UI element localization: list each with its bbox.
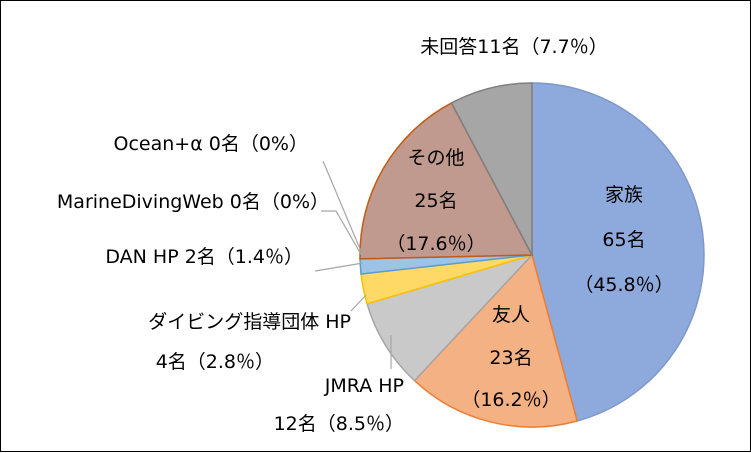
data-label-ocean: Ocean+α 0名（0%） [114, 133, 309, 155]
data-label-diving_org: 4名（2.8％） [156, 351, 274, 373]
data-label-no_answer: 未回答11名（7.7％） [420, 36, 607, 58]
pie-slice-friend [413, 253, 579, 428]
data-label-other: （17.6％） [386, 233, 485, 255]
data-label-jmra: 12名（8.5％） [274, 413, 404, 435]
data-label-other: 25名 [414, 190, 457, 212]
pie-slice-family [531, 82, 705, 422]
data-label-family: 65名 [602, 229, 645, 251]
data-label-dan: DAN HP 2名（1.4％） [105, 246, 303, 268]
data-label-other: その他 [407, 147, 464, 169]
data-label-jmra: JMRA HP [324, 375, 404, 397]
pie-slice-other [359, 101, 534, 260]
data-label-friend: 友人 [492, 304, 530, 326]
leader-line-dan [314, 262, 364, 272]
data-label-diving_org: ダイビング指導団体 HP [148, 311, 351, 333]
data-label-family: 家族 [605, 184, 643, 206]
data-label-friend: （16.2％） [461, 389, 560, 411]
data-label-marine_web: MarineDivingWeb 0名（0%） [57, 191, 329, 213]
data-label-friend: 23名 [489, 347, 532, 369]
leader-line-diving_org [350, 294, 367, 312]
leader-line-ocean [322, 160, 364, 257]
leader-line-marine_web [321, 210, 363, 257]
data-label-family: （45.8％） [574, 274, 673, 296]
pie-slice-no_answer [450, 82, 533, 256]
pie-slice-jmra [366, 253, 535, 382]
